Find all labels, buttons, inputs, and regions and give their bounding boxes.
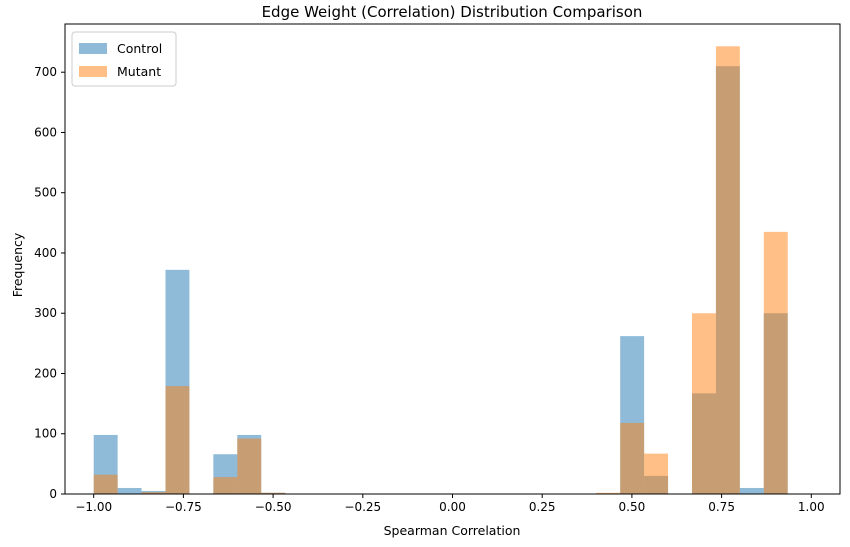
x-tick-label: −1.00 xyxy=(75,500,112,514)
legend-label-control: Control xyxy=(117,41,162,56)
bar-mutant-bin-3 xyxy=(165,386,190,494)
x-tick-label: 1.00 xyxy=(798,500,825,514)
y-tick-label: 100 xyxy=(34,427,57,441)
bar-mutant-bin-22 xyxy=(620,422,645,494)
x-tick-label: −0.50 xyxy=(255,500,292,514)
legend-label-mutant: Mutant xyxy=(117,64,161,79)
y-tick-label: 300 xyxy=(34,306,57,320)
chart-title: Edge Weight (Correlation) Distribution C… xyxy=(262,3,643,21)
legend-swatch-control xyxy=(79,43,107,54)
legend: Control Mutant xyxy=(71,31,177,87)
bar-control-bin-1 xyxy=(117,487,142,494)
bar-mutant-bin-25 xyxy=(691,313,716,494)
y-axis-ticks: 0 100 200 300 400 500 600 700 xyxy=(34,65,65,501)
bar-mutant-bin-6 xyxy=(237,438,262,494)
bar-mutant-bin-5 xyxy=(213,477,238,494)
x-tick-label: −0.25 xyxy=(344,500,381,514)
bar-mutant-bin-26 xyxy=(715,46,740,495)
y-tick-label: 600 xyxy=(34,125,57,139)
x-tick-label: 0.00 xyxy=(439,500,466,514)
y-tick-label: 700 xyxy=(34,65,57,79)
y-tick-label: 400 xyxy=(34,246,57,260)
y-tick-label: 0 xyxy=(49,487,57,501)
y-axis-label: Frequency xyxy=(10,232,25,297)
bar-mutant-bin-7 xyxy=(261,492,286,494)
x-tick-label: 0.50 xyxy=(619,500,646,514)
x-axis-label: Spearman Correlation xyxy=(384,523,521,538)
x-tick-label: 0.25 xyxy=(529,500,556,514)
y-tick-label: 500 xyxy=(34,186,57,200)
x-tick-label: −0.75 xyxy=(165,500,202,514)
bar-mutant-bin-2 xyxy=(141,492,166,494)
bar-mutant-bin-28 xyxy=(763,231,788,494)
bar-mutant-bin-21 xyxy=(596,492,621,494)
x-axis-ticks: −1.00 −0.75 −0.50 −0.25 0.00 0.25 0.50 0.75 1.00 xyxy=(75,494,825,514)
y-tick-label: 200 xyxy=(34,366,57,380)
bar-control-bin-27 xyxy=(739,487,764,494)
legend-swatch-mutant xyxy=(79,66,107,77)
bar-mutant-bin-23 xyxy=(644,453,669,494)
x-tick-label: 0.75 xyxy=(708,500,735,514)
bars-layer xyxy=(93,46,788,495)
bar-mutant-bin-0 xyxy=(93,474,118,494)
